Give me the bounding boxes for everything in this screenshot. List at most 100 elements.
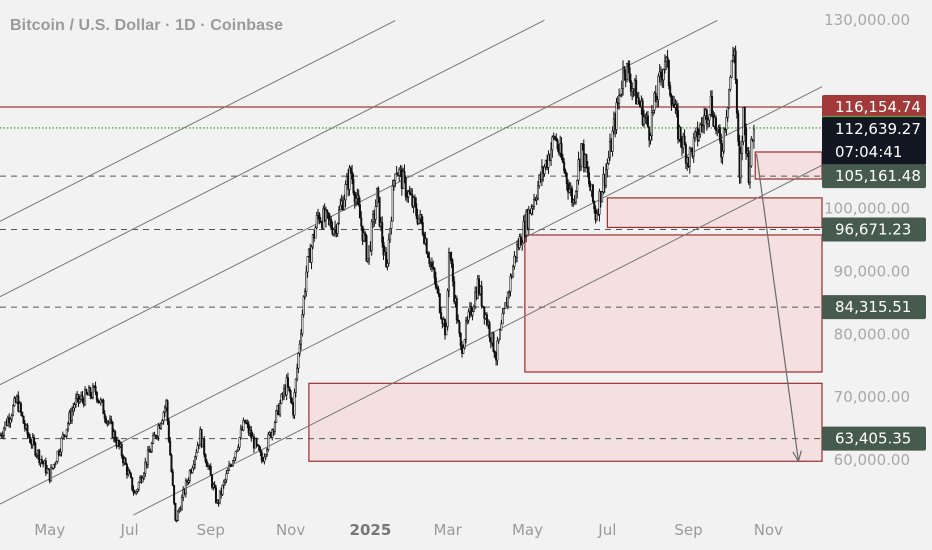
candle-body: [259, 449, 262, 453]
channel-line[interactable]: [133, 164, 823, 516]
candle-body: [721, 150, 724, 158]
candle-body: [352, 179, 355, 193]
demand-zone[interactable]: [308, 382, 823, 462]
candle-body: [646, 115, 649, 128]
candle-body: [9, 418, 12, 424]
price-label[interactable]: [822, 95, 926, 120]
candle-body: [670, 95, 673, 106]
candle-body: [53, 463, 56, 466]
candle-body: [204, 454, 207, 462]
candle-body: [722, 128, 725, 152]
price-label[interactable]: [822, 117, 926, 166]
candle-body: [148, 449, 151, 453]
candle-body: [472, 306, 475, 312]
projection-arrow[interactable]: [755, 153, 800, 462]
candle-body: [70, 410, 73, 421]
candle-body: [728, 88, 731, 108]
candle-body: [105, 418, 108, 424]
price-label[interactable]: [822, 295, 926, 320]
candle-body: [502, 308, 505, 314]
candle-body: [302, 296, 305, 315]
candle-body: [188, 470, 191, 482]
candle-body: [752, 128, 755, 142]
candle-body: [297, 352, 300, 369]
candle-body: [459, 332, 462, 347]
candle-body: [663, 60, 666, 70]
candle-body: [124, 458, 127, 465]
candle-body: [679, 126, 682, 142]
candle-body: [580, 143, 583, 167]
candle-body: [519, 236, 522, 246]
candle-body: [513, 255, 516, 267]
candle-body: [234, 451, 237, 459]
candle-body: [357, 194, 360, 206]
candle-body: [194, 456, 197, 465]
candle-body: [77, 394, 80, 403]
candle-body: [21, 411, 24, 417]
candle-body: [492, 332, 495, 352]
candle-body: [374, 206, 377, 220]
candle-body: [89, 387, 92, 397]
demand-zone[interactable]: [754, 151, 823, 180]
price-label[interactable]: [822, 164, 926, 189]
candle-body: [365, 235, 368, 262]
candle-body: [567, 183, 570, 193]
candle-body: [26, 424, 29, 435]
candle-body: [174, 502, 177, 521]
candle-body: [218, 490, 221, 504]
candle-body: [314, 227, 317, 239]
candle-body: [135, 490, 138, 494]
demand-zone[interactable]: [606, 197, 823, 229]
candle-body: [22, 415, 25, 424]
price-label-text: 116,154.74: [835, 98, 921, 116]
price-label[interactable]: [822, 217, 926, 242]
candle-body: [449, 252, 452, 259]
candle-body: [745, 127, 748, 154]
candle-body: [623, 67, 626, 74]
candle-body: [427, 253, 430, 258]
candle-body: [260, 452, 263, 461]
candle-body: [91, 385, 94, 398]
price-label[interactable]: [822, 426, 926, 451]
candle-body: [619, 93, 622, 96]
candle-body: [95, 391, 98, 401]
candle-body: [203, 438, 206, 455]
candle-body: [497, 338, 500, 342]
candle-body: [436, 287, 439, 290]
candle-body: [586, 167, 589, 174]
candle-body: [705, 109, 708, 124]
candle-body: [488, 322, 491, 338]
candle-body: [326, 209, 329, 213]
candle-body: [650, 112, 653, 137]
candle-body: [556, 140, 559, 150]
candle-body: [366, 258, 369, 262]
x-axis-tick-label: Nov: [276, 521, 305, 539]
candle-body: [591, 184, 594, 202]
candle-body: [85, 389, 88, 394]
candle-body: [718, 127, 721, 141]
candle-body: [301, 314, 304, 335]
channel-line[interactable]: [0, 19, 545, 298]
candle-body: [275, 410, 278, 423]
candle-body: [228, 464, 231, 471]
candle-body: [731, 55, 734, 62]
candle-body: [19, 403, 22, 413]
candle-body: [433, 268, 436, 279]
candle-body: [593, 201, 596, 210]
candle-body: [694, 131, 697, 139]
candle-body: [195, 451, 198, 458]
candle-body: [625, 63, 628, 80]
candle-body: [707, 119, 710, 124]
candle-body: [142, 473, 145, 479]
channel-line[interactable]: [0, 20, 396, 222]
candle-body: [538, 174, 541, 187]
candle-body: [271, 429, 274, 438]
candle-body: [588, 172, 591, 184]
candle-body: [192, 464, 195, 469]
candle-body: [620, 88, 623, 95]
candle-body: [238, 437, 241, 448]
candle-body: [750, 138, 753, 167]
candle-body: [114, 431, 117, 442]
candle-body: [157, 425, 160, 437]
